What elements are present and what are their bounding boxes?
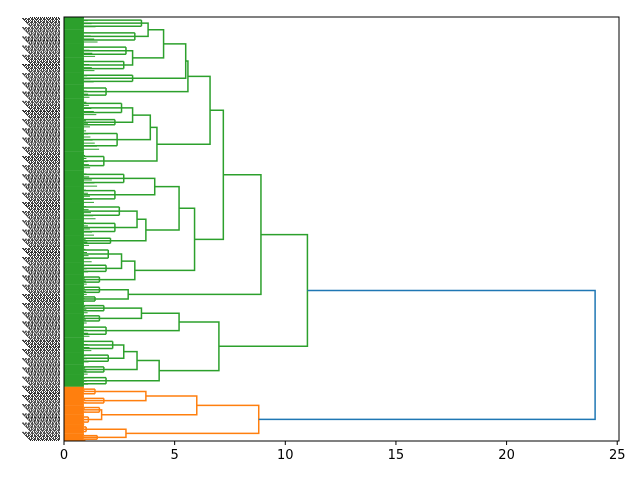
leaf-cluster-fill xyxy=(64,57,84,73)
leaf-cluster-fill xyxy=(64,235,84,246)
leaf-cluster-fill xyxy=(64,414,84,425)
x-axis: 0 5 10 15 20 25 xyxy=(60,441,626,463)
dendrogram-link xyxy=(103,126,158,162)
leaf-labels xyxy=(22,17,60,441)
dendrogram-link xyxy=(99,307,143,320)
plot-frame xyxy=(63,16,620,442)
leaf-cluster-fill xyxy=(64,117,84,128)
leaf-cluster-fill xyxy=(64,294,84,304)
dendrogram-link xyxy=(106,359,160,382)
leaf-cluster-fill xyxy=(64,405,84,415)
x-tick-label: 20 xyxy=(498,448,515,463)
dendrogram-link xyxy=(101,395,198,416)
dendrogram-link xyxy=(110,218,147,242)
leaf-cluster-fill xyxy=(64,352,84,365)
x-tick-label: 25 xyxy=(609,448,626,463)
leaf-cluster-fill xyxy=(64,274,84,285)
dendrogram-link xyxy=(218,233,309,348)
leaf-cluster-fill xyxy=(64,386,84,397)
x-tick-label: 5 xyxy=(171,448,179,463)
leaf-cluster-fill xyxy=(64,374,84,387)
leaf-cluster-fill xyxy=(64,262,84,275)
dendrogram-link xyxy=(132,29,165,59)
dendrogram-link xyxy=(103,350,138,371)
dendrogram-link xyxy=(114,210,138,229)
leaf-cluster-fill xyxy=(64,364,84,375)
leaf-cluster-fill xyxy=(64,17,84,30)
dendrogram-link xyxy=(194,109,225,241)
dendrogram-link xyxy=(106,60,189,93)
dendrogram-link xyxy=(132,43,187,80)
dendrogram-link xyxy=(106,312,180,332)
leaf-cluster-fill xyxy=(64,84,84,99)
x-tick-label: 15 xyxy=(388,448,405,463)
leaf-cluster-fill xyxy=(64,43,84,58)
leaf-cluster-fill xyxy=(64,303,84,314)
leaf-cluster-fill xyxy=(64,313,84,324)
dendrogram-link xyxy=(94,390,147,402)
leaf-cluster-fill xyxy=(64,127,84,152)
x-tick-label: 0 xyxy=(60,448,68,463)
dendrogram-link xyxy=(114,177,156,196)
leaf-cluster-fill xyxy=(64,170,84,187)
dendrogram-link xyxy=(145,185,180,231)
leaf-cluster-fill xyxy=(64,202,84,220)
dendrogram-link xyxy=(156,75,211,145)
dendrogram-link xyxy=(117,114,152,141)
leaf-cluster-fill xyxy=(64,323,84,338)
leaf-cluster-fill xyxy=(64,219,84,236)
leaf-cluster-fill xyxy=(64,186,84,203)
dendrogram-link xyxy=(125,404,260,435)
leaf-cluster-fill xyxy=(64,284,84,295)
leaf-cluster-fill xyxy=(64,396,84,406)
leaf-cluster-fill xyxy=(64,424,84,434)
leaf-cluster-fill xyxy=(64,245,84,263)
x-tick-label: 10 xyxy=(277,448,294,463)
dendrogram-link xyxy=(134,207,196,272)
leaf-cluster-fill xyxy=(64,98,84,118)
leaf-cluster-fill xyxy=(64,151,84,171)
leaf-cluster-fill xyxy=(64,72,84,85)
leaf-cluster-fill xyxy=(64,29,84,44)
dendrogram-link xyxy=(108,344,125,359)
dendrogram-links xyxy=(64,17,596,441)
dendrogram-link xyxy=(123,49,134,66)
dendrogram-link xyxy=(114,107,134,123)
dendrogram-link xyxy=(159,321,220,372)
dendrogram-link xyxy=(258,289,596,421)
leaf-cluster-fill xyxy=(64,337,84,353)
dendrogram-link xyxy=(99,260,136,281)
